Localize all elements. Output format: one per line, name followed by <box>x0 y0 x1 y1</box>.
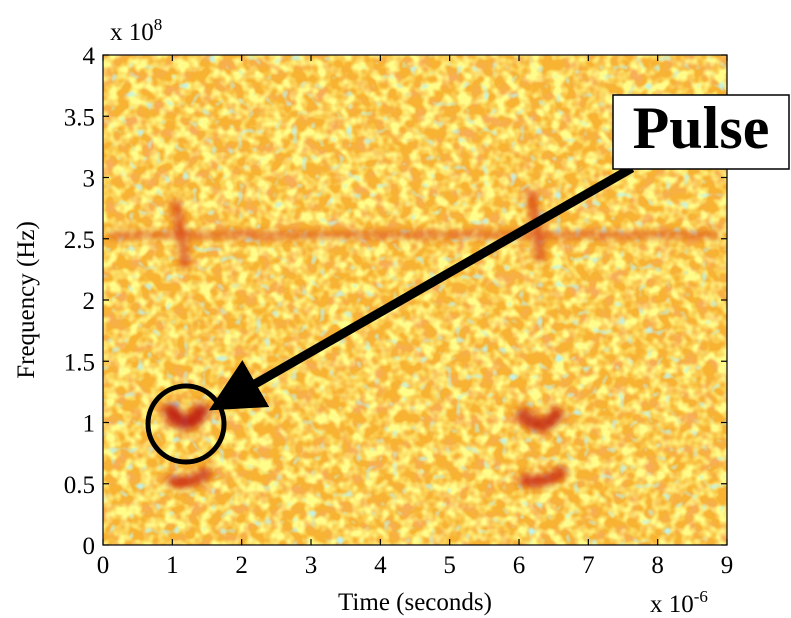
signal-features <box>108 189 718 489</box>
x-tick-label: 8 <box>651 552 664 579</box>
multiplier-base: x 10 <box>650 591 694 618</box>
feature <box>164 465 214 489</box>
axes: 0 1 2 3 4 5 6 7 8 9 0 0.5 1 1.5 2 2.5 3 3.5 4 Time (seconds… <box>13 15 733 618</box>
highlight-circle <box>145 383 227 465</box>
annotation-box <box>612 94 790 170</box>
x-tick-label: 9 <box>721 552 734 579</box>
multiplier-exponent: 8 <box>154 15 163 34</box>
y-tick-label: 0.5 <box>64 472 95 499</box>
x-tick-label: 2 <box>235 552 248 579</box>
multiplier-exponent: -6 <box>694 587 708 606</box>
feature <box>525 189 545 263</box>
x-tick-label: 3 <box>305 552 318 579</box>
x-tick-label: 7 <box>582 552 595 579</box>
y-tick-label: 4 <box>83 43 96 70</box>
x-tick-label: 4 <box>374 552 387 579</box>
x-tick-label: 6 <box>513 552 526 579</box>
axis-multiplier: x 10-6 <box>650 587 708 618</box>
y-axis-label: Frequency (Hz) <box>13 221 40 379</box>
annotation: Pulse <box>633 95 770 161</box>
x-tick-label: 1 <box>166 552 179 579</box>
feature <box>514 405 566 432</box>
y-tick-label: 3.5 <box>64 104 95 131</box>
feature <box>517 465 569 488</box>
multiplier-base: x 10 <box>110 19 154 46</box>
y-tick-label: 0 <box>83 533 96 560</box>
y-tick-label: 3 <box>83 166 96 193</box>
y-tick-label: 1.5 <box>64 349 95 376</box>
feature <box>160 400 212 431</box>
x-tick-label: 5 <box>443 552 456 579</box>
x-axis-label: Time (seconds) <box>338 589 492 616</box>
arrow <box>208 164 635 411</box>
y-tick-label: 2.5 <box>64 227 95 254</box>
feature <box>170 199 190 269</box>
axis-multiplier: x 108 <box>110 15 162 46</box>
y-tick-label: 2 <box>83 288 96 315</box>
y-tick-label: 1 <box>83 411 96 438</box>
x-tick-label: 0 <box>97 552 110 579</box>
feature <box>108 232 718 238</box>
